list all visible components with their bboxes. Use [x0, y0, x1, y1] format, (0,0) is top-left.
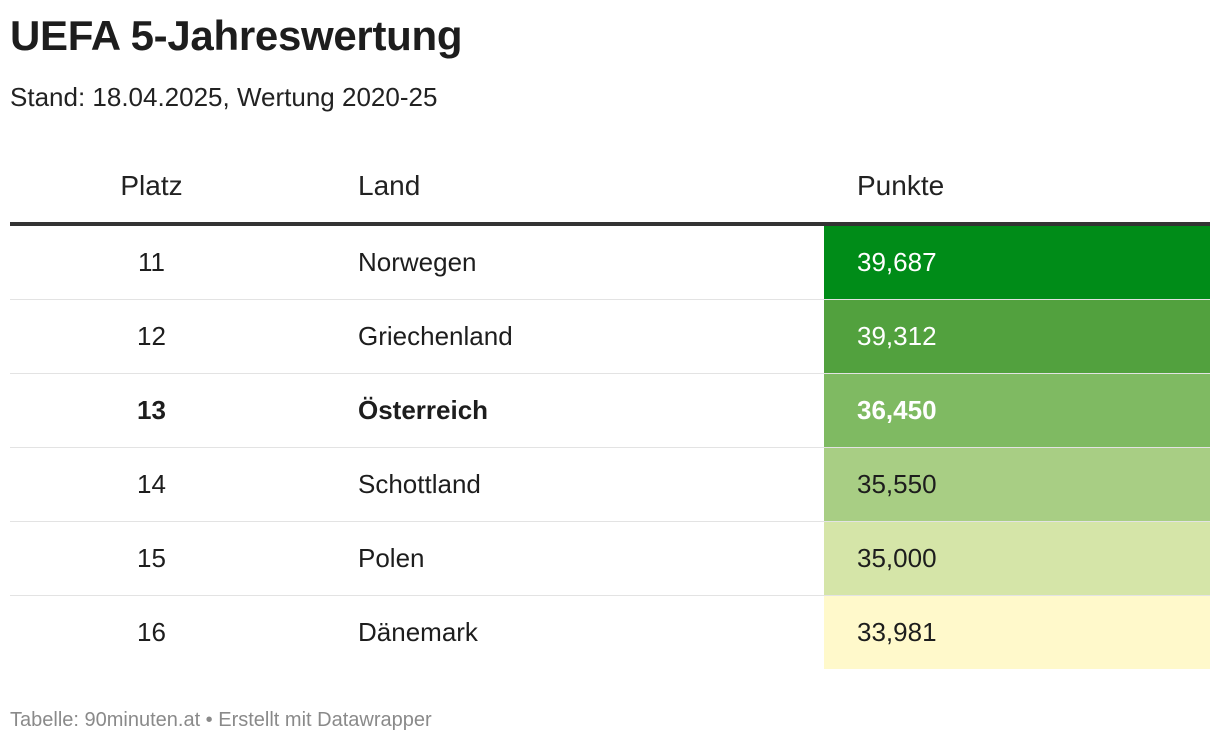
table-row: 14 Schottland 35,550	[10, 448, 1210, 522]
table-body: 11 Norwegen 39,687 12 Griechenland 39,312 13 Ös…	[10, 226, 1210, 669]
table-row: 11 Norwegen 39,687	[10, 226, 1210, 300]
cell-punkte: 39,312	[824, 300, 1210, 373]
chart-subtitle: Stand: 18.04.2025, Wertung 2020-25	[10, 82, 438, 112]
column-header-punkte[interactable]: Punkte	[857, 170, 945, 201]
table-row: 15 Polen 35,000	[10, 522, 1210, 596]
cell-punkte: 39,687	[824, 226, 1210, 299]
column-header-platz[interactable]: Platz	[120, 170, 183, 201]
cell-land: Österreich	[358, 395, 489, 425]
column-header-land[interactable]: Land	[358, 170, 421, 201]
table-row: 12 Griechenland 39,312	[10, 300, 1210, 374]
cell-platz: 16	[137, 617, 166, 647]
cell-platz: 11	[138, 247, 165, 277]
cell-land: Griechenland	[358, 321, 513, 351]
cell-punkte: 33,981	[824, 596, 1210, 669]
chart-title: UEFA 5-Jahreswertung	[10, 12, 463, 59]
cell-punkte: 35,000	[824, 522, 1210, 595]
source-credit: Tabelle: 90minuten.at • Erstellt mit Dat…	[10, 709, 432, 731]
cell-punkte: 36,450	[824, 374, 1210, 447]
cell-land: Dänemark	[358, 617, 478, 647]
table-header: Platz Land Punkte	[10, 150, 1210, 226]
cell-platz: 15	[137, 543, 166, 573]
cell-platz: 13	[137, 395, 166, 425]
cell-land: Polen	[358, 543, 425, 573]
cell-platz: 12	[137, 321, 166, 351]
cell-land: Schottland	[358, 469, 481, 499]
table-row: 13 Österreich 36,450	[10, 374, 1210, 448]
cell-land: Norwegen	[358, 247, 477, 277]
cell-punkte: 35,550	[824, 448, 1210, 521]
table-row: 16 Dänemark 33,981	[10, 596, 1210, 669]
cell-platz: 14	[137, 469, 166, 499]
ranking-table: Platz Land Punkte 11 Norwegen 39,687 12 Grie…	[10, 150, 1210, 669]
